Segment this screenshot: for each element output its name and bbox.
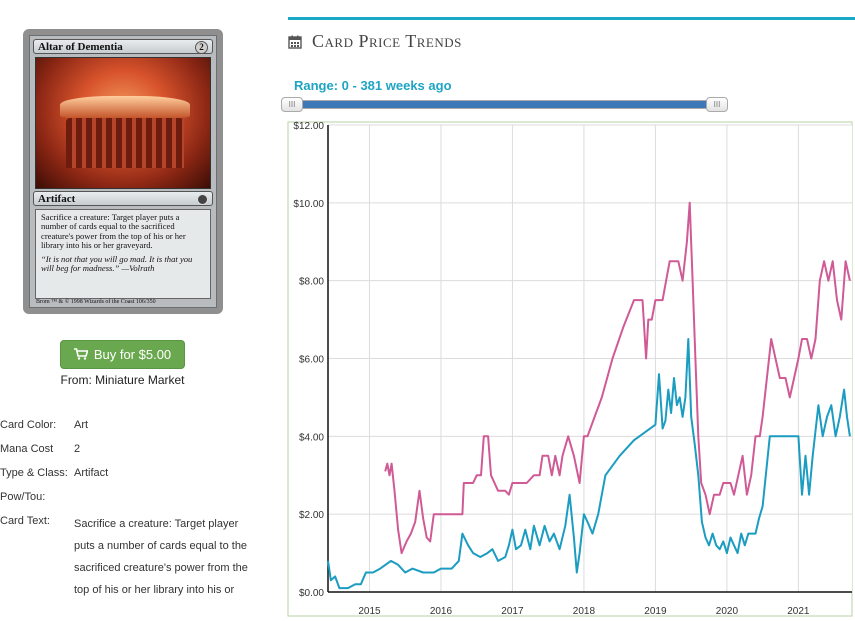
card-rules-text: Sacrifice a creature: Target player puts… <box>41 212 186 251</box>
card-artist-credit: Brom ™ & © 1998 Wizards of the Coast 106… <box>36 299 156 305</box>
attr-value-type-class: Artifact <box>74 467 109 479</box>
shopping-cart-icon <box>73 348 88 360</box>
range-handle-end[interactable]: III <box>706 97 728 112</box>
x-tick-label: 2021 <box>787 606 810 617</box>
attr-label-type-class: Type & Class: <box>0 467 68 479</box>
series-line-pink <box>384 201 851 555</box>
card-artwork <box>35 57 211 189</box>
range-slider-fill <box>295 101 713 108</box>
y-tick-label: $8.00 <box>299 277 324 288</box>
set-symbol-icon <box>197 194 208 205</box>
card-type-line: Artifact <box>38 193 76 205</box>
series-line-blue <box>327 338 851 590</box>
card-flavor-text: “It is not that you will go mad. It is t… <box>41 253 193 274</box>
altar-slab <box>60 96 190 118</box>
x-tick-label: 2016 <box>430 606 453 617</box>
chart-series <box>327 201 851 590</box>
section-top-rule <box>288 17 855 20</box>
attr-label-mana-cost: Mana Cost <box>0 443 54 455</box>
attr-label-card-text: Card Text: <box>0 515 50 527</box>
buy-button-label: Buy for $5.00 <box>93 347 172 362</box>
x-tick-label: 2020 <box>716 606 739 617</box>
card-frame: Altar of Dementia 2 Artifact Sacrifice a… <box>29 35 217 308</box>
chart-axes <box>327 125 852 593</box>
x-tick-label: 2017 <box>501 606 524 617</box>
altar-base <box>66 118 184 168</box>
range-handle-start[interactable]: III <box>281 97 303 112</box>
seller-line: From: Miniature Market <box>60 373 185 387</box>
y-tick-label: $10.00 <box>293 199 324 210</box>
attr-value-card-text: Sacrifice a creature: Target player puts… <box>74 518 248 596</box>
card-copyright: ™ & © 1998 Wizards of the Coast 106/350 <box>51 299 156 305</box>
y-tick-label: $6.00 <box>299 355 324 366</box>
range-label: Range: 0 - 381 weeks ago <box>294 78 452 93</box>
chart-grid <box>328 124 852 593</box>
chart-tick-labels: $0.00 $2.00 $4.00 $6.00 $8.00 $10.00 $12.00 201… <box>293 121 810 617</box>
card-image[interactable]: Altar of Dementia 2 Artifact Sacrifice a… <box>23 29 223 314</box>
attr-value-card-color: Art <box>74 419 89 431</box>
mana-symbol: 2 <box>195 41 208 54</box>
attr-label-card-color: Card Color: <box>0 419 57 431</box>
y-tick-label: $12.00 <box>293 121 324 132</box>
card-type-bar: Artifact <box>33 191 213 206</box>
x-tick-label: 2015 <box>358 606 381 617</box>
calendar-icon <box>288 35 302 49</box>
attr-label-pow-tou: Pow/Tou: <box>0 491 46 503</box>
y-tick-label: $0.00 <box>299 588 324 599</box>
buy-button[interactable]: Buy for $5.00 <box>60 340 185 369</box>
y-tick-label: $2.00 <box>299 510 324 521</box>
y-tick-label: $4.00 <box>299 432 324 443</box>
price-trend-chart: $0.00 $2.00 $4.00 $6.00 $8.00 $10.00 $12.00 201… <box>287 121 853 617</box>
card-name-bar: Altar of Dementia 2 <box>33 39 213 54</box>
card-artist: Brom <box>36 299 50 305</box>
x-tick-label: 2018 <box>573 606 596 617</box>
x-tick-label: 2019 <box>644 606 667 617</box>
attr-value-mana-cost: 2 <box>74 443 81 455</box>
card-name: Altar of Dementia <box>38 41 123 53</box>
section-title: Card Price Trends <box>312 31 462 51</box>
card-text-box: Sacrifice a creature: Target player puts… <box>35 209 211 299</box>
